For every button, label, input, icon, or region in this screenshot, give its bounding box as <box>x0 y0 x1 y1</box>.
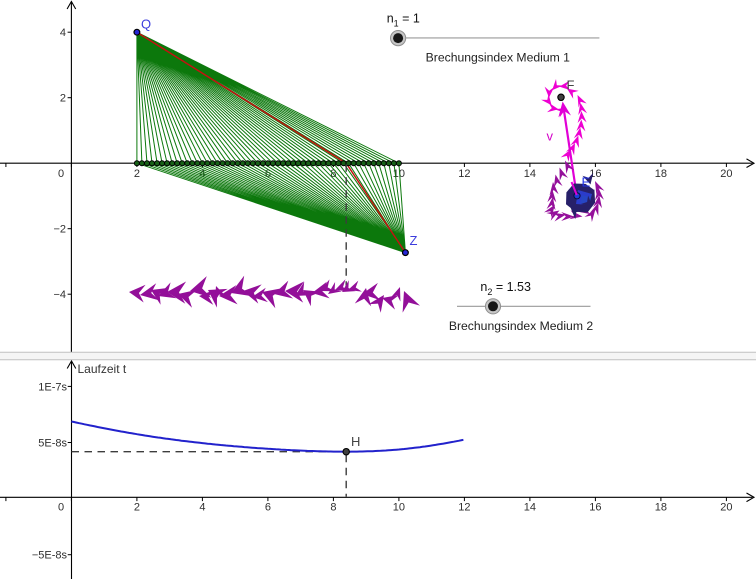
svg-text:16: 16 <box>589 168 601 180</box>
svg-text:14: 14 <box>524 502 536 514</box>
svg-text:5E-8s: 5E-8s <box>38 437 67 449</box>
svg-text:F: F <box>567 78 575 93</box>
svg-text:−4: −4 <box>53 289 66 301</box>
svg-text:0: 0 <box>58 168 64 180</box>
svg-text:12: 12 <box>458 168 470 180</box>
svg-text:4: 4 <box>199 502 205 514</box>
svg-text:0: 0 <box>58 502 64 514</box>
svg-text:E: E <box>582 175 591 190</box>
svg-text:20: 20 <box>720 502 732 514</box>
svg-text:H: H <box>351 434 360 449</box>
svg-text:16: 16 <box>589 502 601 514</box>
svg-text:n2 = 1.53: n2 = 1.53 <box>480 280 531 297</box>
svg-text:14: 14 <box>524 168 536 180</box>
svg-text:6: 6 <box>265 168 271 180</box>
svg-text:−2: −2 <box>53 224 66 236</box>
svg-text:18: 18 <box>655 502 667 514</box>
svg-text:10: 10 <box>393 502 405 514</box>
svg-text:6: 6 <box>265 502 271 514</box>
svg-text:12: 12 <box>458 502 470 514</box>
svg-text:v: v <box>547 129 554 144</box>
svg-text:Laufzeit t: Laufzeit t <box>78 362 127 376</box>
svg-text:20: 20 <box>720 168 732 180</box>
svg-text:−5E-8s: −5E-8s <box>32 550 68 562</box>
svg-text:4: 4 <box>60 27 66 39</box>
svg-text:2: 2 <box>134 168 140 180</box>
svg-text:Q: Q <box>141 17 151 32</box>
svg-text:Brechungsindex Medium 1: Brechungsindex Medium 1 <box>426 50 571 64</box>
svg-text:Z: Z <box>410 233 418 248</box>
svg-text:8: 8 <box>330 502 336 514</box>
svg-text:2: 2 <box>134 502 140 514</box>
svg-text:2: 2 <box>60 93 66 105</box>
svg-text:1E-7s: 1E-7s <box>38 381 67 393</box>
svg-text:4: 4 <box>199 168 205 180</box>
svg-text:Brechungsindex Medium 2: Brechungsindex Medium 2 <box>449 319 594 333</box>
svg-text:18: 18 <box>655 168 667 180</box>
